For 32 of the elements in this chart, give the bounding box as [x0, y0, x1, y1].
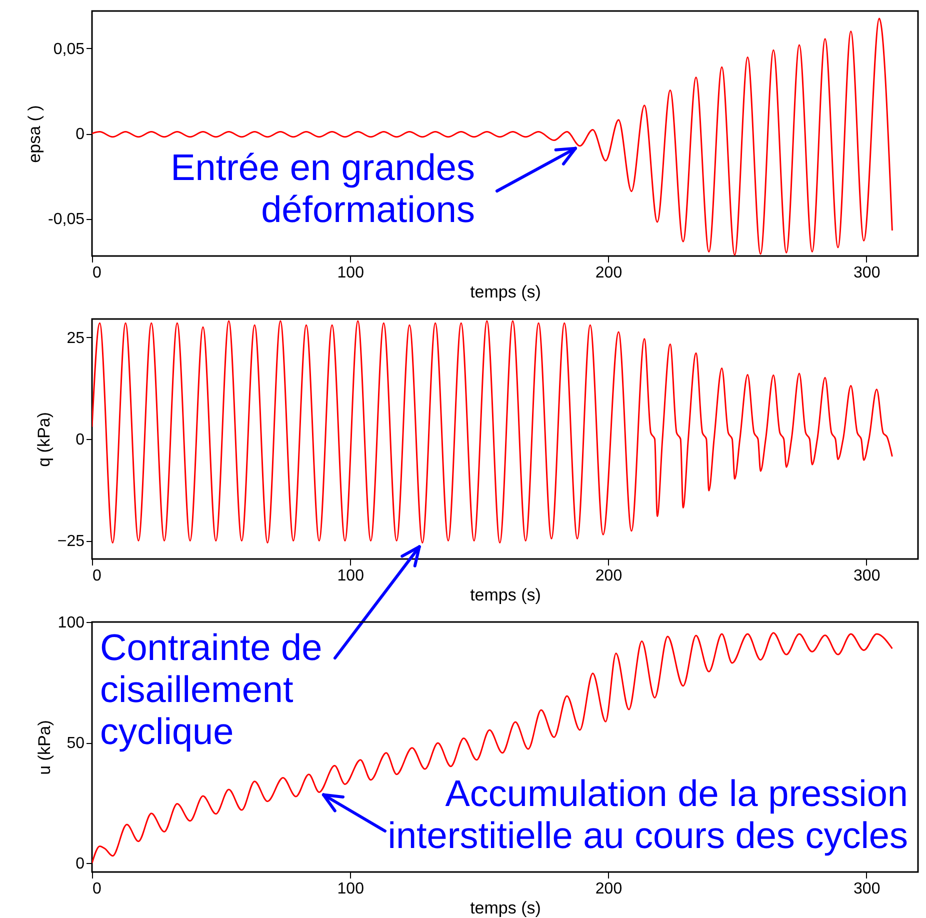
x-tick-label: 0: [92, 568, 102, 584]
x-tick-label: 0: [92, 264, 102, 282]
y-axis-title: q (kPa): [34, 412, 54, 467]
x-tick-label: 300: [854, 880, 880, 898]
y-tick-label: 50: [66, 735, 85, 752]
x-tick-label: 200: [595, 880, 622, 898]
annotation: Contrainte de cisaillement cyclique: [100, 627, 322, 752]
y-tick-label: 25: [66, 330, 85, 347]
line-series: [92, 320, 893, 544]
y-tick-label: 0: [76, 432, 85, 448]
x-tick-label: 100: [337, 880, 364, 898]
y-axis-title: u (kPa): [34, 720, 54, 775]
y-tick-label: 0,05: [53, 40, 85, 58]
annotation: Entrée en grandes déformations: [170, 147, 475, 230]
x-tick-label: 200: [595, 568, 622, 584]
x-tick-label: 200: [595, 264, 622, 282]
x-tick-label: 100: [337, 264, 364, 282]
y-tick-label: −25: [57, 533, 85, 550]
y-tick-label: -0,05: [48, 211, 85, 228]
x-axis-title: temps (s): [470, 898, 541, 918]
y-tick-label: 100: [58, 614, 85, 632]
x-tick-label: 100: [337, 568, 364, 584]
y-axis-title: epsa ( ): [25, 105, 44, 163]
y-tick-label: 0: [76, 856, 85, 873]
x-tick-label: 0: [92, 880, 102, 898]
line-series: [92, 18, 893, 256]
x-axis-title: temps (s): [470, 586, 541, 604]
x-axis-title: temps (s): [470, 282, 541, 302]
y-tick-label: 0: [76, 126, 85, 143]
x-tick-label: 300: [854, 264, 880, 282]
x-tick-label: 300: [854, 568, 880, 584]
annotation: Accumulation de la pression interstitielle au cours des cycles: [388, 773, 908, 856]
